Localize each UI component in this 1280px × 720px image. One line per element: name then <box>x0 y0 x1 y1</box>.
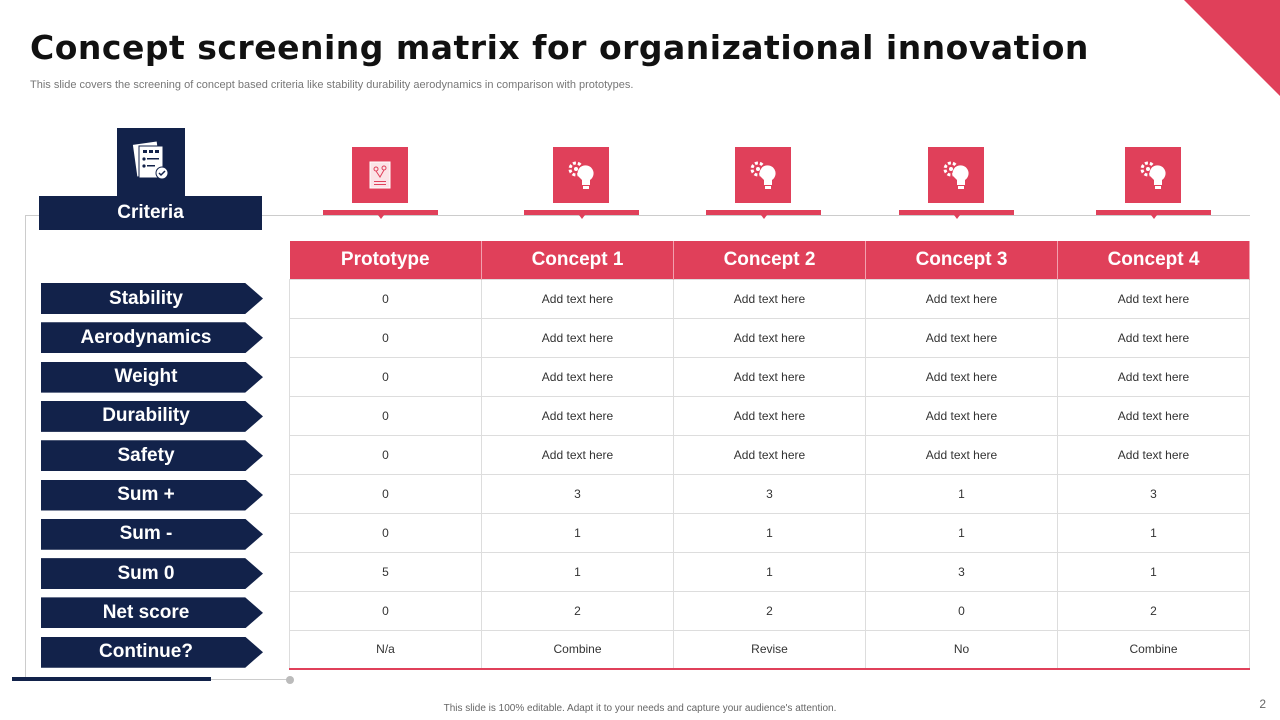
table-cell: 1 <box>673 551 866 592</box>
table-cell: 2 <box>481 590 674 631</box>
page-title: Concept screening matrix for organizatio… <box>30 28 1089 67</box>
criteria-label: Durability <box>41 400 263 432</box>
table-cell: 1 <box>865 473 1058 514</box>
criteria-label: Weight <box>41 361 263 393</box>
table-cell: Combine <box>1057 629 1250 670</box>
table-cell: Add text here <box>1057 317 1250 358</box>
column-marker-bar <box>1096 210 1211 219</box>
table-row: 0 Add text here Add text here Add text here… <box>289 317 1250 358</box>
table-cell: 1 <box>1057 512 1250 553</box>
table-cell: 3 <box>1057 473 1250 514</box>
page-subtitle: This slide covers the screening of conce… <box>30 79 634 91</box>
table-cell: Add text here <box>673 278 866 319</box>
table-cell: Revise <box>673 629 866 670</box>
table-cell: No <box>865 629 1058 670</box>
column-header: Concept 3 <box>865 241 1058 279</box>
table-cell: Add text here <box>1057 395 1250 436</box>
column-header: Concept 4 <box>1057 241 1250 279</box>
table-cell: 0 <box>289 278 482 319</box>
table-cell: Add text here <box>1057 278 1250 319</box>
line-dot <box>286 676 294 684</box>
table-cell: 0 <box>289 356 482 397</box>
column-header: Prototype <box>289 241 482 279</box>
table-cell: Add text here <box>673 356 866 397</box>
head-bulb-icon <box>928 147 984 203</box>
table-cell: Add text here <box>673 395 866 436</box>
table-cell: Add text here <box>481 395 674 436</box>
table-cell: Combine <box>481 629 674 670</box>
table-cell: 0 <box>289 434 482 475</box>
criteria-label: Sum - <box>41 518 263 550</box>
table-row: 0 Add text here Add text here Add text here… <box>289 395 1250 436</box>
table-row: 0 Add text here Add text here Add text here… <box>289 356 1250 397</box>
table-cell: Add text here <box>865 395 1058 436</box>
column-marker-bar <box>524 210 639 219</box>
table-cell: Add text here <box>481 278 674 319</box>
table-cell: Add text here <box>481 356 674 397</box>
criteria-label: Safety <box>41 440 263 472</box>
column-marker-bar <box>323 210 438 219</box>
column-marker-bar <box>899 210 1014 219</box>
screening-matrix-table: Prototype Concept 1 Concept 2 Concept 3 Conc… <box>289 241 1250 670</box>
prototype-document-icon <box>352 147 408 203</box>
table-row: 0 Add text here Add text here Add text here… <box>289 434 1250 475</box>
divider-line <box>25 215 1250 216</box>
table-cell: 1 <box>1057 551 1250 592</box>
table-cell: Add text here <box>481 434 674 475</box>
criteria-label: Aerodynamics <box>41 322 263 354</box>
table-cell: Add text here <box>673 317 866 358</box>
table-cell: 1 <box>865 512 1058 553</box>
gear-bulb-icon <box>1125 147 1181 203</box>
table-cell: 0 <box>289 317 482 358</box>
column-header: Concept 2 <box>673 241 866 279</box>
table-cell: 3 <box>673 473 866 514</box>
table-cell: 1 <box>481 551 674 592</box>
table-row: 0 Add text here Add text here Add text here… <box>289 278 1250 319</box>
table-cell: 0 <box>289 473 482 514</box>
table-cell: 5 <box>289 551 482 592</box>
table-cell: Add text here <box>481 317 674 358</box>
table-cell: 0 <box>289 590 482 631</box>
table-cell: N/a <box>289 629 482 670</box>
corner-decoration <box>1184 0 1280 96</box>
table-cell: 0 <box>289 395 482 436</box>
checklist-icon <box>116 127 186 197</box>
table-row: N/a Combine Revise No Combine <box>289 629 1250 670</box>
table-cell: Add text here <box>865 356 1058 397</box>
column-marker-bar <box>706 210 821 219</box>
criteria-label: Net score <box>41 597 263 629</box>
table-cell: 0 <box>289 512 482 553</box>
divider-line <box>25 215 26 679</box>
table-cell: 3 <box>865 551 1058 592</box>
criteria-label: Stability <box>41 283 263 314</box>
table-cell: 2 <box>1057 590 1250 631</box>
criteria-header: Criteria <box>39 196 262 230</box>
criteria-label: Continue? <box>41 636 263 668</box>
column-header: Concept 1 <box>481 241 674 279</box>
page-number: 2 <box>1259 697 1266 711</box>
footer-note: This slide is 100% editable. Adapt it to… <box>443 703 837 714</box>
table-cell: 2 <box>673 590 866 631</box>
table-cell: Add text here <box>1057 356 1250 397</box>
table-cell: 3 <box>481 473 674 514</box>
accent-bar <box>12 677 211 681</box>
table-cell: 0 <box>865 590 1058 631</box>
criteria-label: Sum + <box>41 479 263 511</box>
table-cell: Add text here <box>1057 434 1250 475</box>
gear-bulb-icon <box>553 147 609 203</box>
table-cell: Add text here <box>865 317 1058 358</box>
table-cell: 1 <box>673 512 866 553</box>
bulb-network-icon <box>735 147 791 203</box>
table-cell: Add text here <box>865 434 1058 475</box>
criteria-label: Sum 0 <box>41 558 263 590</box>
table-cell: 1 <box>481 512 674 553</box>
table-cell: Add text here <box>673 434 866 475</box>
table-cell: Add text here <box>865 278 1058 319</box>
